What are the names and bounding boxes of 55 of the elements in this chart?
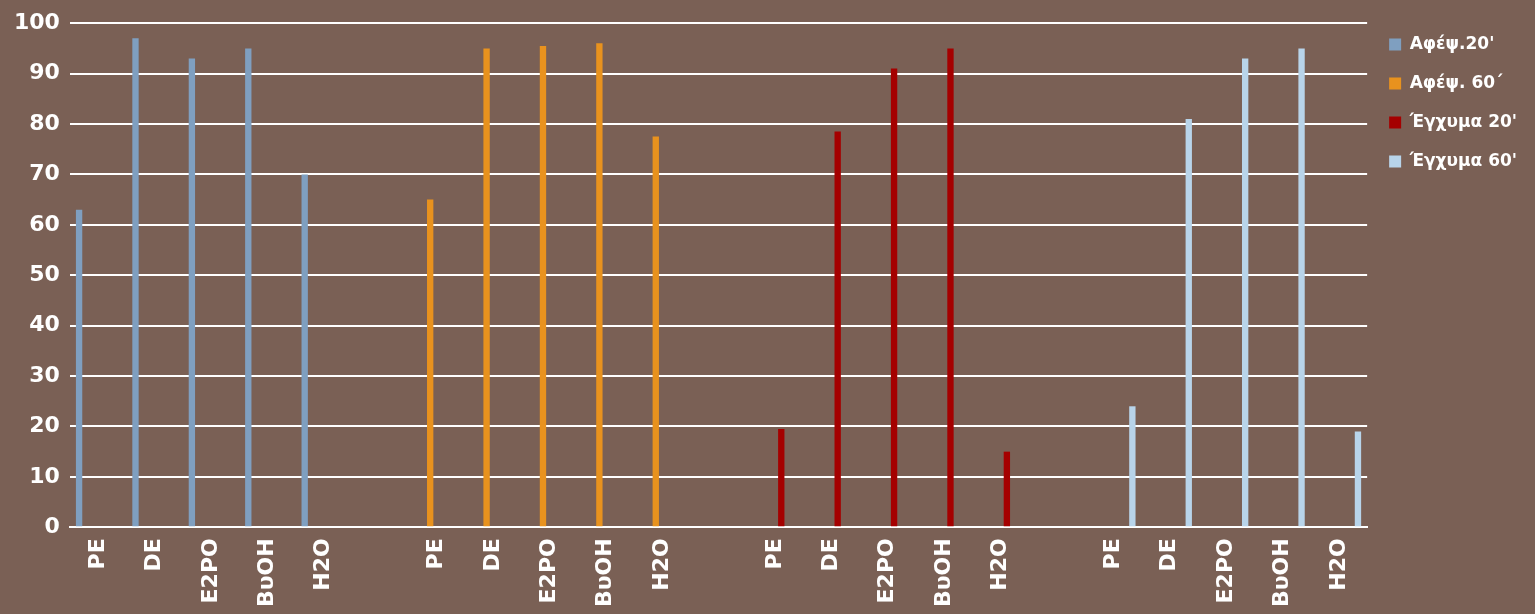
bar <box>1129 406 1136 527</box>
y-tick-label: 40 <box>29 311 60 337</box>
legend-label: Έγχυμα 60' <box>1408 149 1517 170</box>
bar <box>652 136 659 527</box>
bar <box>483 48 490 527</box>
y-tick-label: 80 <box>29 109 60 135</box>
x-tick-label: PE <box>83 538 109 570</box>
y-tick-label: 90 <box>29 59 60 85</box>
x-tick-label: DE <box>817 538 843 572</box>
x-tick-label: BυOH <box>1268 538 1294 608</box>
y-tick-label: 30 <box>29 361 60 387</box>
legend-label: Αφέψ.20' <box>1409 32 1495 53</box>
x-tick-label: PE <box>1099 538 1125 570</box>
bar <box>75 209 83 527</box>
bar <box>132 38 139 527</box>
bar <box>1241 58 1249 527</box>
x-tick-label: DE <box>1155 538 1181 572</box>
bar <box>1298 48 1305 527</box>
x-tick-label: PE <box>422 538 448 570</box>
bar <box>1003 451 1011 527</box>
x-tick-label: E2PO <box>1211 538 1237 604</box>
bar <box>834 131 841 527</box>
bar <box>1354 431 1362 527</box>
x-tick-label: E2PO <box>873 538 899 604</box>
bar <box>188 58 196 527</box>
y-tick-label: 100 <box>13 8 60 34</box>
x-tick-label: H2O <box>647 538 673 591</box>
y-tick-label: 70 <box>29 160 60 186</box>
bar <box>539 45 547 527</box>
x-tick-label: E2PO <box>196 538 222 604</box>
bar <box>301 174 308 527</box>
y-tick-label: 50 <box>29 260 60 286</box>
bar <box>1185 118 1192 527</box>
bar <box>427 199 434 527</box>
y-tick-label: 10 <box>29 462 60 488</box>
x-tick-label: PE <box>760 538 786 570</box>
bar <box>890 68 898 527</box>
x-tick-label: DE <box>478 538 504 572</box>
x-tick-label: H2O <box>1324 538 1350 591</box>
x-tick-label: E2PO <box>535 538 561 604</box>
legend-label: Έγχυμα 20' <box>1408 110 1517 131</box>
x-tick-label: BυOH <box>591 538 617 608</box>
y-tick-label: 20 <box>29 412 60 438</box>
bar <box>778 428 785 527</box>
legend-label: Αφέψ. 60΄ <box>1409 71 1504 92</box>
y-tick-label: 0 <box>44 512 60 538</box>
x-tick-label: DE <box>140 538 166 572</box>
bar <box>947 48 954 527</box>
bar <box>596 43 603 527</box>
x-tick-label: H2O <box>309 538 335 591</box>
x-tick-label: BυOH <box>929 538 955 608</box>
x-tick-label: BυOH <box>253 538 279 608</box>
y-tick-label: 60 <box>29 210 60 236</box>
bar <box>245 48 252 527</box>
x-tick-label: H2O <box>986 538 1012 591</box>
